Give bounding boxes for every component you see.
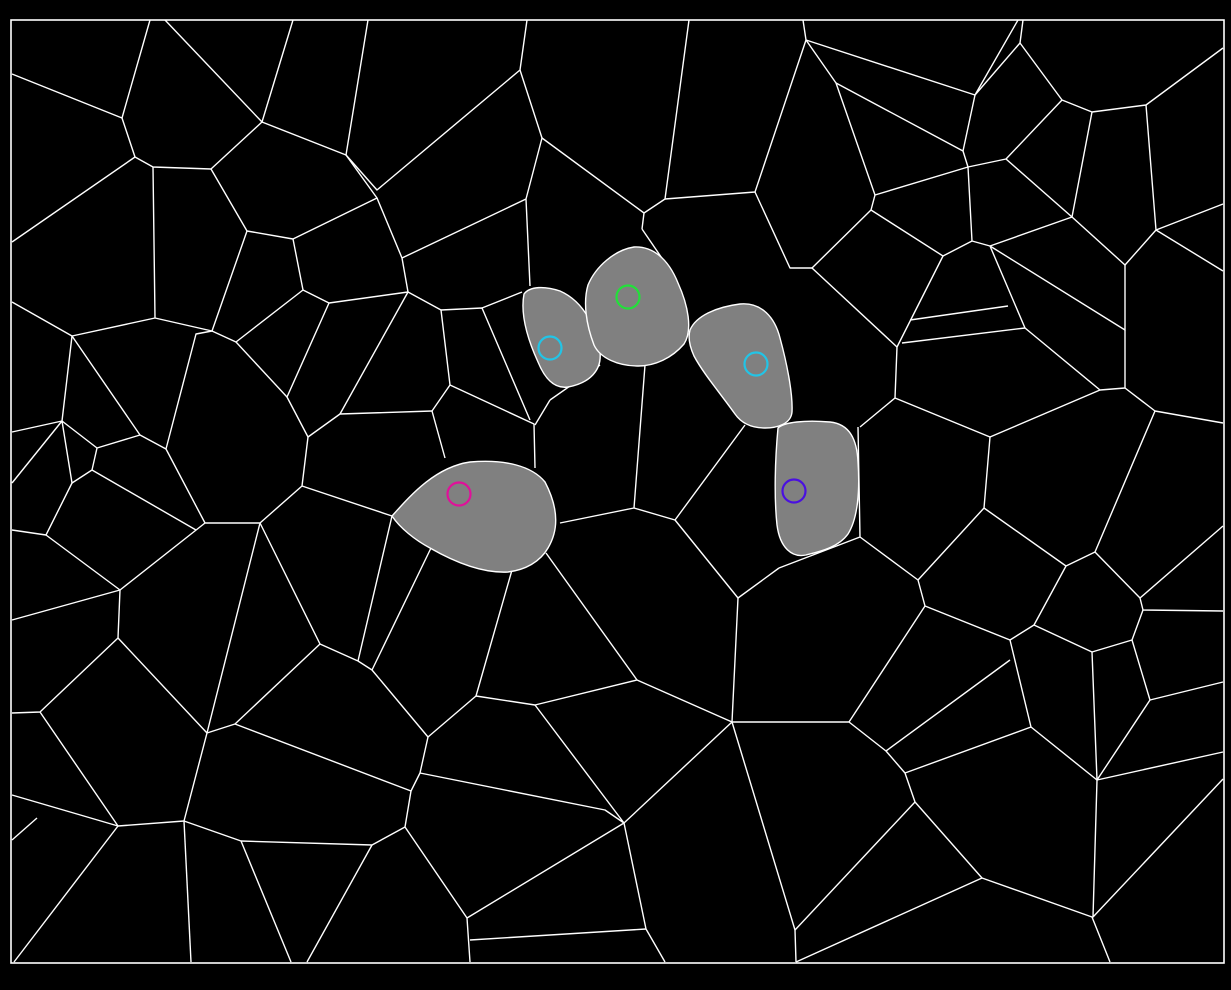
selected-cell-cyan-left[interactable] xyxy=(522,286,601,388)
markers xyxy=(446,284,807,507)
marker-green-ring[interactable] xyxy=(615,284,641,310)
cell-edges xyxy=(11,19,1224,963)
selected-cell-green[interactable] xyxy=(584,246,690,367)
marker-magenta-ring[interactable] xyxy=(446,481,472,507)
board-frame xyxy=(10,19,1225,964)
selected-cell-magenta[interactable] xyxy=(391,460,557,573)
marker-cyan-ring-right[interactable] xyxy=(743,351,769,377)
selected-cell-purple[interactable] xyxy=(774,420,860,557)
marker-cyan-ring-left[interactable] xyxy=(537,335,563,361)
marker-purple-ring[interactable] xyxy=(781,478,807,504)
selected-cells[interactable] xyxy=(391,246,860,573)
